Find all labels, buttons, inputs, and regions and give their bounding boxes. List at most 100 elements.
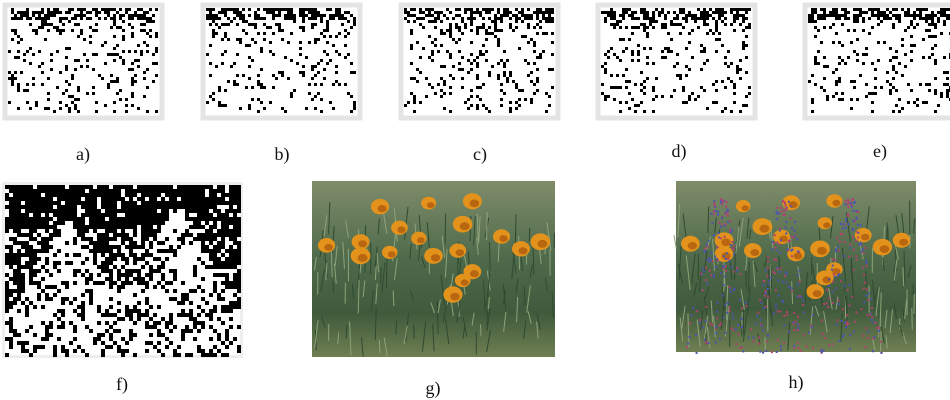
segment-pixel — [779, 230, 781, 232]
grass-blade — [445, 214, 446, 245]
segment-pixel — [843, 255, 845, 257]
segment-pixel — [716, 317, 718, 319]
segment-pixel — [848, 223, 850, 225]
segment-pixel — [703, 270, 705, 272]
segment-pixel — [692, 307, 694, 309]
segment-pixel — [729, 307, 731, 309]
poppy-shade — [460, 222, 470, 230]
segment-pixel — [722, 200, 724, 202]
segment-pixel — [731, 229, 733, 231]
segment-pixel — [779, 310, 781, 312]
grass-blade — [381, 267, 382, 284]
segment-pixel — [797, 251, 799, 253]
segment-pixel — [849, 334, 851, 336]
segment-pixel — [786, 311, 788, 313]
segment-pixel — [715, 266, 717, 268]
segment-pixel — [738, 333, 740, 335]
segment-pixel — [860, 224, 862, 226]
segment-pixel — [845, 220, 847, 222]
segment-pixel — [871, 307, 873, 309]
segment-pixel — [776, 218, 778, 220]
panel-label: a) — [76, 144, 90, 165]
segment-pixel — [736, 270, 738, 272]
segment-pixel — [856, 217, 858, 219]
segment-pixel — [777, 241, 779, 243]
segment-pixel — [842, 308, 844, 310]
segment-pixel — [793, 312, 795, 314]
segment-pixel — [844, 200, 846, 202]
segment-pixel — [778, 212, 780, 214]
segment-pixel — [696, 310, 698, 312]
segment-pixel — [729, 310, 731, 312]
segment-pixel — [839, 240, 841, 242]
segment-pixel — [834, 259, 836, 261]
segment-pixel — [775, 289, 777, 291]
poppy-shade — [450, 293, 460, 301]
poppy-shade — [899, 239, 908, 246]
segment-pixel — [720, 202, 722, 204]
segment-pixel — [788, 201, 790, 203]
segment-pixel — [716, 311, 718, 313]
poppy-shade — [813, 290, 822, 297]
segment-pixel — [850, 202, 852, 204]
segment-pixel — [842, 336, 844, 338]
segment-pixel — [831, 291, 833, 293]
segment-pixel — [838, 249, 840, 251]
segment-pixel — [710, 252, 712, 254]
segment-pixel — [718, 222, 720, 224]
poppy-shade — [779, 236, 787, 243]
segment-pixel — [846, 314, 848, 316]
segment-pixel — [736, 267, 738, 269]
segment-pixel — [828, 297, 830, 299]
segment-pixel — [861, 251, 863, 253]
grass-blade — [674, 235, 676, 249]
segment-pixel — [768, 280, 770, 282]
segment-pixel — [702, 289, 704, 291]
segment-pixel — [866, 314, 868, 316]
segment-pixel — [847, 199, 849, 201]
segment-pixel — [865, 260, 867, 262]
segment-pixel — [765, 269, 767, 271]
segment-pixel — [823, 303, 825, 305]
segment-pixel — [773, 258, 775, 260]
poppy-shade — [537, 240, 547, 248]
segment-pixel — [852, 229, 854, 231]
segment-pixel — [753, 340, 755, 342]
segment-pixel — [785, 271, 787, 273]
grass-blade — [393, 291, 394, 306]
segment-pixel — [866, 288, 868, 290]
segment-pixel — [772, 271, 774, 273]
grass-blade — [414, 325, 415, 339]
segment-pixel — [828, 285, 830, 287]
segment-pixel — [772, 248, 774, 250]
poppy-shade — [456, 249, 464, 256]
segment-pixel — [845, 227, 847, 229]
segment-pixel — [713, 203, 715, 205]
segment-pixel — [862, 248, 864, 250]
segment-pixel — [862, 335, 864, 337]
segment-pixel — [732, 313, 734, 315]
segment-pixel — [773, 242, 775, 244]
segment-pixel — [741, 326, 743, 328]
segment-pixel — [773, 312, 775, 314]
segment-pixel — [726, 209, 728, 211]
segment-pixel — [794, 230, 796, 232]
segment-pixel — [713, 213, 715, 215]
segment-pixel — [727, 221, 729, 223]
segment-pixel — [863, 252, 865, 254]
segment-pixel — [844, 322, 846, 324]
segment-pixel — [849, 305, 851, 307]
poppy-shade — [388, 251, 396, 257]
grass-blade — [379, 340, 380, 353]
poppy-shade — [861, 234, 869, 241]
segment-pixel — [725, 258, 727, 260]
segment-pixel — [785, 208, 787, 210]
segment-pixel — [708, 240, 710, 242]
segment-pixel — [852, 236, 854, 238]
poppy-shade — [377, 205, 386, 212]
segment-pixel — [826, 303, 828, 305]
segment-pixel — [727, 215, 729, 217]
segment-pixel — [828, 344, 830, 346]
segment-pixel — [831, 269, 833, 271]
segment-pixel — [720, 272, 722, 274]
